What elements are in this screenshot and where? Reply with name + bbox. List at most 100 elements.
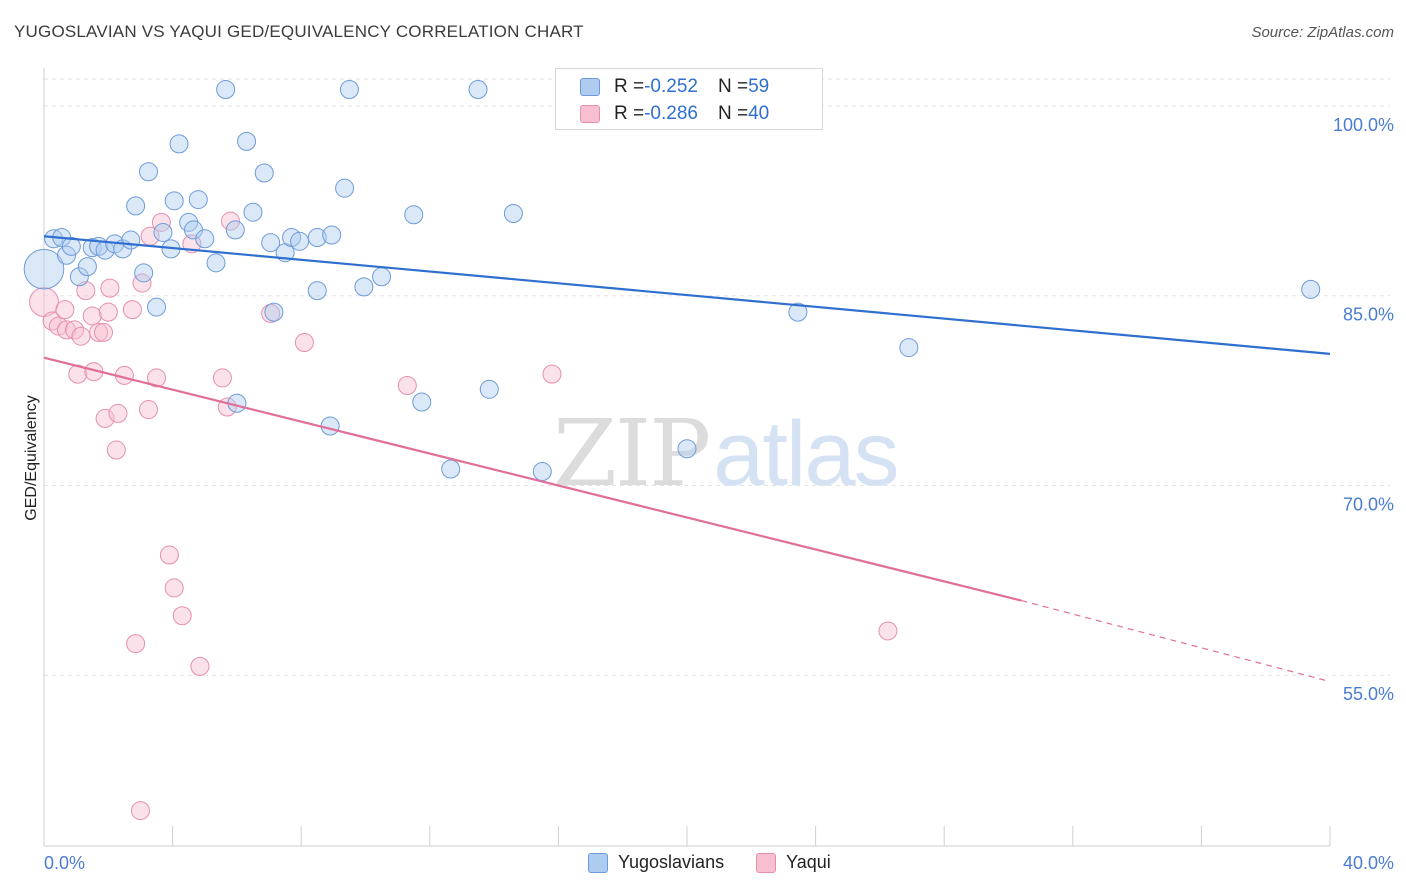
legend-swatch-yaqui	[756, 852, 777, 873]
point-yugoslavians	[188, 190, 208, 210]
r-label: R =	[614, 103, 645, 124]
trend-line-yugoslavians	[43, 235, 1331, 355]
point-yugoslavians	[134, 263, 154, 283]
point-yugoslavians	[225, 220, 245, 240]
point-yaqui	[147, 368, 167, 388]
r-value: -0.252	[644, 76, 698, 97]
y-tick-label: 85.0%	[1343, 305, 1394, 325]
point-yaqui	[151, 212, 171, 232]
gridlines	[44, 78, 1390, 676]
point-yugoslavians	[307, 281, 327, 301]
point-yugoslavians	[468, 80, 488, 100]
point-yugoslavians	[69, 267, 89, 287]
point-yugoslavians	[290, 231, 310, 251]
point-yugoslavians	[320, 416, 340, 436]
point-yaqui	[42, 311, 62, 331]
point-yugoslavians	[164, 191, 184, 211]
point-yaqui	[172, 606, 192, 626]
point-yugoslavians	[788, 302, 808, 322]
r-label: R =	[614, 76, 645, 97]
point-yaqui	[159, 545, 179, 565]
x-tick-label-min: 0.0%	[44, 853, 85, 873]
point-yugoslavians	[503, 203, 523, 223]
point-yugoslavians	[243, 202, 263, 222]
point-yugoslavians	[322, 225, 342, 245]
point-yugoslavians	[307, 228, 327, 248]
point-yugoslavians	[264, 302, 284, 322]
x-ticks	[43, 826, 1331, 846]
point-yugoslavians	[169, 134, 189, 154]
point-yaqui	[164, 578, 184, 598]
trend-line-yaqui-extension	[1021, 600, 1331, 683]
point-yugoslavians	[77, 257, 97, 277]
legend-item-yaqui[interactable]: Yaqui	[756, 852, 831, 873]
point-yugoslavians	[677, 439, 697, 459]
data-points	[23, 80, 1321, 821]
point-yaqui	[138, 400, 158, 420]
point-yaqui	[76, 281, 96, 301]
n-value: 40	[748, 103, 770, 124]
r-value: -0.286	[644, 103, 698, 124]
trend-line-yaqui	[43, 356, 1022, 602]
point-yaqui	[878, 621, 898, 641]
legend-label-yaqui: Yaqui	[786, 852, 831, 872]
n-label: N =	[717, 103, 749, 124]
point-yaqui	[261, 303, 281, 323]
point-yugoslavians	[138, 162, 158, 182]
point-yaqui	[122, 300, 142, 320]
n-value: 59	[748, 76, 770, 97]
point-yugoslavians	[532, 462, 552, 482]
point-yaqui	[212, 368, 232, 388]
point-yaqui	[93, 322, 113, 342]
point-yaqui	[108, 403, 128, 423]
series-legend: Yugoslavians Yaqui	[588, 852, 863, 873]
watermark-zip: ZIP	[553, 400, 711, 507]
x-tick-label-max: 40.0%	[1343, 853, 1394, 873]
point-yugoslavians	[479, 379, 499, 399]
point-yugoslavians	[261, 233, 281, 253]
point-yugoslavians	[339, 80, 359, 100]
point-yugoslavians	[61, 236, 81, 256]
stats-row-yugoslavians: R = -0.252 N = 59	[580, 74, 769, 100]
point-yaqui	[190, 656, 210, 676]
chart-title: YUGOSLAVIAN VS YAQUI GED/EQUIVALENCY COR…	[14, 22, 584, 41]
yaqui-swatch	[580, 105, 600, 123]
point-yugoslavians	[126, 196, 146, 216]
point-yaqui	[55, 300, 75, 320]
point-yaqui	[542, 364, 562, 384]
y-tick-labels: 100.0% 85.0% 70.0% 55.0%	[1333, 115, 1394, 704]
point-yugoslavians	[1301, 279, 1321, 299]
legend-label-yugoslavians: Yugoslavians	[618, 852, 725, 872]
point-yaqui	[294, 333, 314, 353]
n-label: N =	[717, 76, 749, 97]
y-tick-label: 55.0%	[1343, 684, 1394, 704]
point-yugoslavians	[57, 245, 77, 265]
point-yugoslavians	[354, 277, 374, 297]
point-yugoslavians	[216, 80, 236, 100]
point-yugoslavians	[147, 297, 167, 317]
point-yugoslavians	[899, 338, 919, 358]
watermark: ZIPatlas	[553, 400, 900, 507]
legend-item-yugoslavians[interactable]: Yugoslavians	[588, 852, 724, 873]
y-axis-label: GED/Equivalency	[23, 395, 40, 520]
point-yugoslavians	[372, 267, 392, 287]
point-yugoslavians	[335, 178, 355, 198]
point-yugoslavians	[404, 205, 424, 225]
point-yaqui	[132, 273, 152, 293]
y-tick-label: 100.0%	[1333, 115, 1394, 135]
point-yugoslavians	[254, 163, 274, 183]
point-yaqui	[98, 302, 118, 322]
point-yaqui	[57, 320, 77, 340]
point-yugoslavians	[121, 230, 141, 250]
stats-row-yaqui: R = -0.286 N = 40	[580, 101, 769, 127]
point-yaqui	[95, 408, 115, 428]
point-yugoslavians	[23, 248, 65, 290]
source-label: Source: ZipAtlas.com	[1251, 24, 1394, 41]
point-yugoslavians	[441, 459, 461, 479]
y-tick-label: 70.0%	[1343, 494, 1394, 514]
point-yugoslavians	[237, 131, 257, 151]
stats-legend: R = -0.252 N = 59 R = -0.286 N = 40	[555, 68, 823, 130]
point-yaqui	[130, 801, 150, 821]
point-yaqui	[126, 634, 146, 654]
